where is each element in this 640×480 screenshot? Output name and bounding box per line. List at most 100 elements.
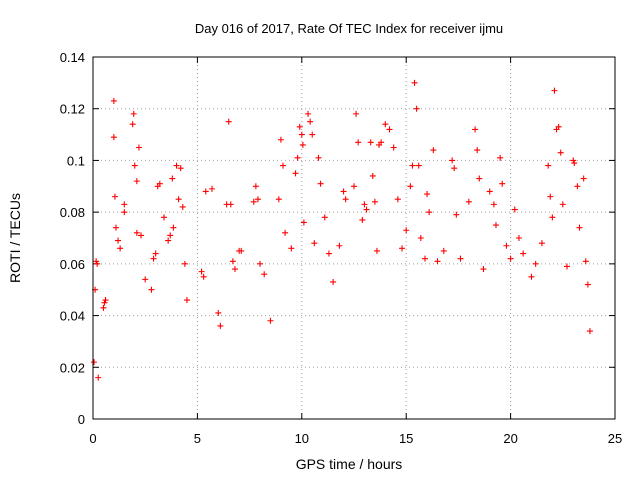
data-point xyxy=(296,123,303,130)
data-point xyxy=(449,157,456,164)
data-point xyxy=(547,193,554,200)
data-point xyxy=(209,185,216,192)
data-point xyxy=(355,139,362,146)
data-point xyxy=(576,224,583,231)
data-point xyxy=(336,242,343,249)
data-point xyxy=(175,196,182,203)
y-tick-label: 0 xyxy=(78,412,85,427)
data-point xyxy=(280,162,287,169)
data-point xyxy=(472,126,479,133)
data-point xyxy=(282,229,289,236)
data-point xyxy=(93,258,100,265)
x-tick-label: 25 xyxy=(608,431,622,446)
data-point xyxy=(520,250,527,257)
data-point xyxy=(574,183,581,190)
y-tick-label: 0.02 xyxy=(60,360,85,375)
data-point xyxy=(250,198,257,205)
data-point xyxy=(369,172,376,179)
data-point xyxy=(551,87,558,94)
data-point xyxy=(371,198,378,205)
data-point xyxy=(275,196,282,203)
data-point xyxy=(582,258,589,265)
data-point xyxy=(407,183,414,190)
data-point xyxy=(131,162,138,169)
data-point xyxy=(160,214,167,221)
data-point xyxy=(390,144,397,151)
data-point xyxy=(497,154,504,161)
data-point xyxy=(94,260,101,267)
data-point xyxy=(413,105,420,112)
data-point xyxy=(261,271,268,278)
data-point xyxy=(148,286,155,293)
x-tick-label: 15 xyxy=(399,431,413,446)
data-point xyxy=(307,118,314,125)
data-point xyxy=(257,260,264,267)
data-point xyxy=(515,235,522,241)
data-point xyxy=(421,255,428,262)
data-point xyxy=(121,201,128,208)
plot-frame xyxy=(92,56,616,420)
data-point xyxy=(367,139,374,146)
data-point xyxy=(532,260,539,267)
chart-title: Day 016 of 2017, Rate Of TEC Index for r… xyxy=(195,21,503,36)
data-point xyxy=(342,196,349,203)
data-point xyxy=(111,193,118,200)
data-point xyxy=(399,245,406,252)
data-point xyxy=(415,162,422,169)
data-point xyxy=(476,175,483,182)
data-point xyxy=(181,260,188,267)
data-point xyxy=(382,121,389,128)
data-point xyxy=(424,191,431,198)
y-tick-label: 0.12 xyxy=(60,102,85,117)
data-point xyxy=(254,196,261,203)
data-point xyxy=(177,165,184,172)
data-point xyxy=(110,134,117,141)
data-point xyxy=(394,196,401,203)
data-point xyxy=(225,118,232,125)
data-point xyxy=(292,170,299,177)
data-point xyxy=(351,183,357,190)
data-point xyxy=(361,201,368,208)
data-point xyxy=(311,240,318,247)
data-point xyxy=(170,224,177,231)
data-point xyxy=(325,250,332,257)
data-point xyxy=(229,258,236,265)
data-point xyxy=(267,317,274,324)
x-tick-label: 5 xyxy=(194,431,201,446)
data-point xyxy=(411,79,418,86)
data-point xyxy=(150,255,157,262)
data-point xyxy=(538,240,545,247)
data-point xyxy=(549,214,556,221)
data-point xyxy=(298,131,305,138)
data-point xyxy=(130,110,137,117)
data-point xyxy=(227,201,234,208)
data-point xyxy=(95,374,102,381)
data-point xyxy=(288,245,295,252)
data-point xyxy=(133,229,140,236)
data-point xyxy=(142,276,149,283)
data-point xyxy=(101,299,108,306)
data-point xyxy=(499,180,506,187)
data-point xyxy=(133,178,140,185)
data-point xyxy=(299,141,306,148)
data-point xyxy=(480,266,487,273)
data-point xyxy=(330,278,337,285)
data-point xyxy=(138,232,145,239)
data-point xyxy=(474,147,481,154)
y-tick-label: 0.14 xyxy=(60,50,85,65)
data-point xyxy=(409,162,416,169)
data-point xyxy=(353,110,360,117)
data-point xyxy=(152,250,159,257)
data-point xyxy=(321,214,328,221)
data-point xyxy=(217,322,224,329)
grid-layer xyxy=(93,57,615,419)
data-point xyxy=(169,175,176,182)
data-point xyxy=(430,147,437,154)
data-point xyxy=(417,235,424,241)
data-point xyxy=(167,232,174,239)
x-tick-label: 10 xyxy=(295,431,309,446)
data-point xyxy=(486,188,493,195)
data-point xyxy=(100,304,107,311)
data-point xyxy=(440,247,447,254)
